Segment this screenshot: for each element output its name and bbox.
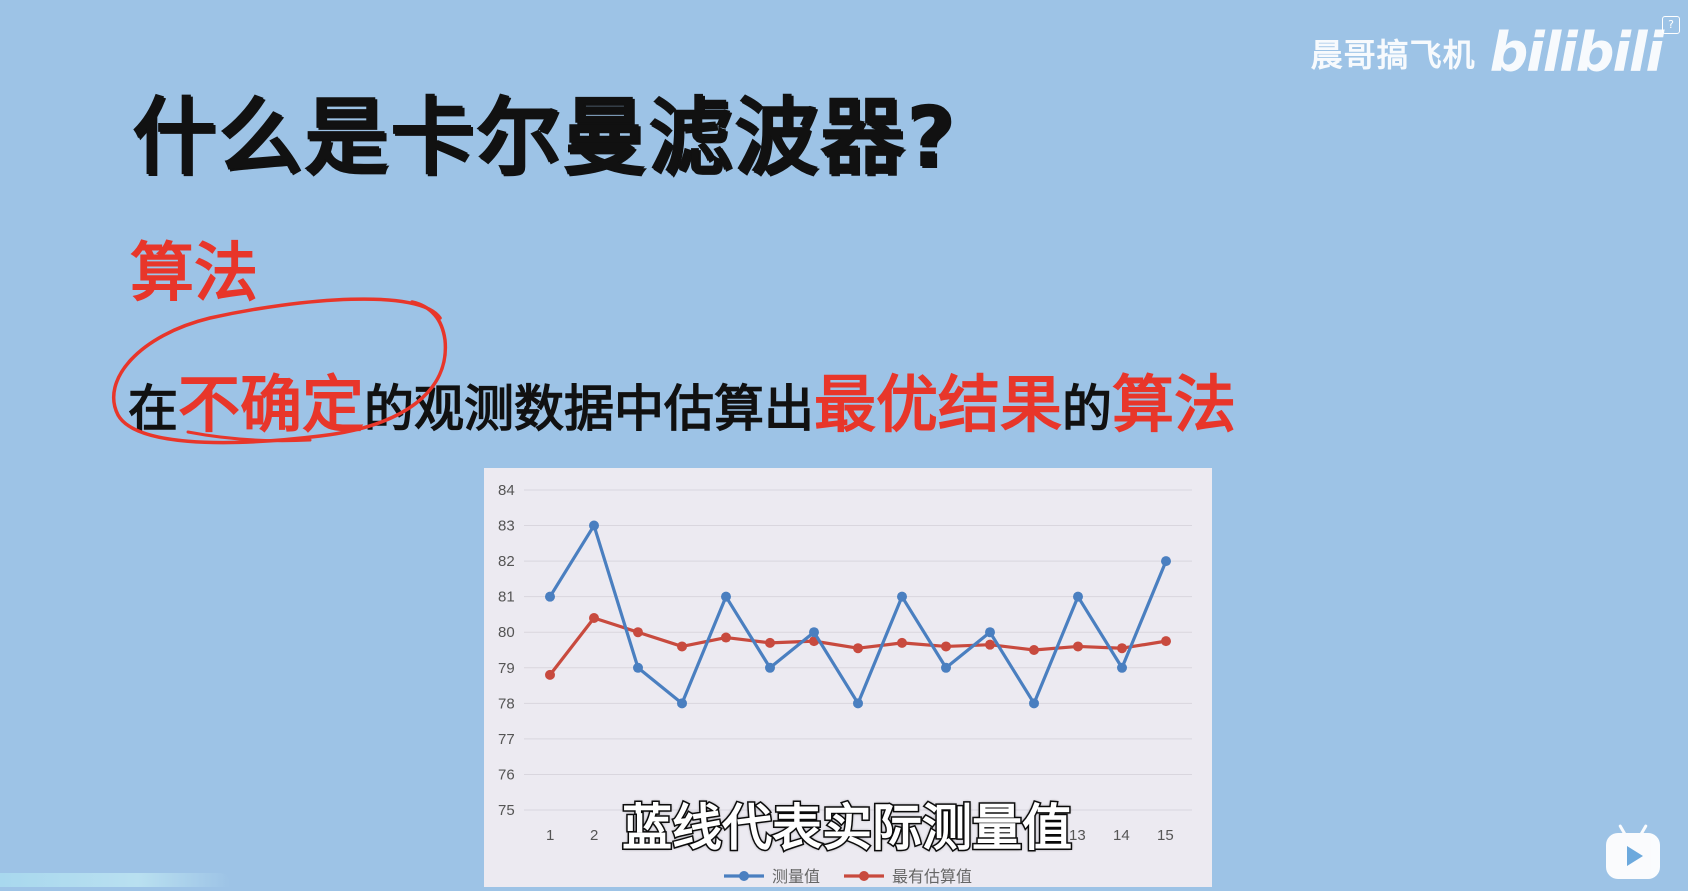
data-point [1073, 591, 1083, 602]
y-tick-label: 81 [498, 589, 515, 606]
data-point [721, 632, 731, 643]
data-point [765, 662, 775, 673]
line-chart-panel: 84 83 82 81 80 79 78 77 76 75 1 2 13 14 15 测量值 最有估算值 [484, 468, 1212, 887]
x-tick-label: 1 [546, 827, 554, 844]
help-icon[interactable]: ? [1662, 16, 1680, 34]
y-tick-label: 77 [498, 731, 515, 748]
data-point [897, 637, 907, 648]
play-icon[interactable] [1606, 833, 1660, 879]
x-tick-label: 15 [1157, 827, 1174, 844]
data-point [633, 662, 643, 673]
author-name: 晨哥搞飞机 [1310, 36, 1476, 74]
definition-highlight-uncertain: 不确定 [178, 368, 365, 441]
data-point [1161, 556, 1171, 567]
series-line [548, 523, 1168, 705]
legend-label: 最有估算值 [892, 867, 972, 886]
x-tick-label: 2 [590, 827, 598, 844]
data-point [809, 627, 819, 638]
definition-text: 在不确定的观测数据中估算出最优结果的算法 [128, 354, 1236, 444]
data-point [1073, 641, 1083, 652]
y-tick-label: 80 [498, 624, 515, 641]
y-tick-label: 83 [498, 518, 515, 535]
bilibili-logo: bilibili [1489, 21, 1664, 84]
data-point [589, 613, 599, 623]
definition-part: 的观测数据中估算出 [364, 380, 815, 438]
data-point [545, 669, 555, 680]
progress-strip [0, 873, 230, 887]
data-point [1029, 698, 1039, 709]
data-point [589, 520, 599, 531]
legend-label: 测量值 [772, 867, 820, 886]
x-tick-label: 13 [1069, 827, 1086, 844]
data-point [721, 591, 731, 602]
definition-part: 在 [128, 380, 178, 438]
definition-highlight-optimal: 最优结果 [814, 368, 1063, 441]
data-point [941, 641, 951, 652]
data-point [1029, 645, 1039, 655]
legend-swatch-marker [859, 871, 869, 881]
data-point [853, 698, 863, 709]
y-tick-label: 76 [498, 766, 515, 783]
x-tick-label: 14 [1113, 827, 1130, 844]
y-tick-label: 75 [498, 802, 515, 819]
data-point [677, 698, 687, 709]
data-point [1117, 643, 1127, 654]
data-point [545, 591, 555, 602]
y-tick-label: 79 [498, 660, 515, 677]
legend-swatch-marker [739, 871, 749, 881]
y-tick-label: 82 [498, 553, 515, 570]
data-point [985, 627, 995, 638]
data-point [677, 641, 687, 652]
slide-heading: 算法 [130, 237, 258, 311]
channel-watermark: 晨哥搞飞机 bilibili [1310, 21, 1664, 84]
data-point [1117, 662, 1127, 673]
data-point [853, 643, 863, 654]
definition-part: 的 [1062, 380, 1113, 438]
data-point [941, 662, 951, 673]
data-point [633, 627, 643, 638]
video-subtitle: 蓝线代表实际测量值 [621, 798, 1074, 859]
definition-highlight-algorithm: 算法 [1112, 368, 1237, 441]
data-point [765, 637, 775, 648]
play-triangle-icon [1627, 846, 1643, 866]
slide-title: 什么是卡尔曼滤波器? [132, 88, 957, 186]
data-point [1161, 636, 1171, 647]
y-tick-label: 78 [498, 695, 515, 712]
y-tick-label: 84 [498, 482, 515, 499]
data-point [985, 639, 995, 650]
data-point [897, 591, 907, 602]
